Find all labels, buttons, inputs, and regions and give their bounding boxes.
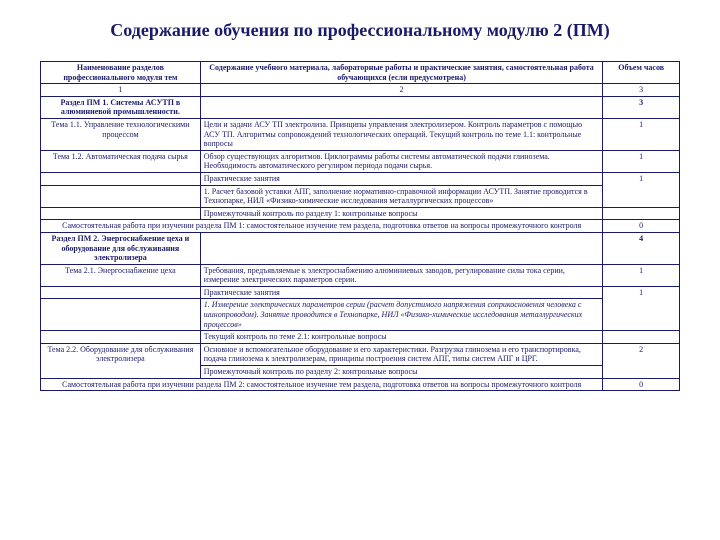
topic-1-1-title: Тема 1.1. Управление технологическими пр… [41, 118, 201, 150]
topic-1-2-title: Тема 1.2. Автоматическая подача сырья [41, 150, 201, 172]
selfwork-2-hours: 0 [603, 378, 680, 391]
intermediate-control-2: Промежуточный контроль по разделу 2: кон… [200, 366, 603, 379]
topic-1-1-content: Цели и задачи АСУ ТП электролиза. Принци… [200, 118, 603, 150]
curriculum-table: Наименование разделов профессионального … [40, 61, 680, 391]
current-control-2-1: Текущий контроль по теме 2.1: контрольны… [200, 331, 603, 344]
topic-1-2-content: Обзор существующих алгоритмов. Циклограм… [200, 150, 603, 172]
cell-empty [200, 232, 603, 264]
cell-empty [41, 299, 201, 331]
cell-empty [41, 207, 201, 220]
selfwork-1: Самостоятельная работа при изучении разд… [41, 220, 603, 233]
page-title: Содержание обучения по профессиональному… [40, 20, 680, 41]
topic-2-2-title: Тема 2.2. Оборудование для обслуживания … [41, 343, 201, 378]
num-col3: 3 [603, 84, 680, 97]
practical-1-label: Практические занятия [200, 172, 603, 185]
practical-2-label: Практические занятия [200, 286, 603, 299]
section-pm2-title: Раздел ПМ 2. Энергоснабжение цеха и обор… [41, 232, 201, 264]
cell-empty [41, 286, 201, 299]
section-pm2-hours: 4 [603, 232, 680, 264]
cell-empty [41, 172, 201, 185]
topic-2-2-content: Основное и вспомогательное оборудование … [200, 343, 603, 365]
header-col2: Содержание учебного материала, лаборатор… [200, 62, 603, 84]
topic-2-1-hours: 1 [603, 264, 680, 286]
topic-1-2-hours: 1 [603, 150, 680, 172]
cell-empty [41, 185, 201, 207]
practical-1-content: 1. Расчет базовой уставки АПГ, заполнени… [200, 185, 603, 207]
practical-2-content: 1. Измерение электрических параметров се… [200, 299, 603, 331]
practical-2-hours: 1 [603, 286, 680, 330]
intermediate-control-1: Промежуточный контроль по разделу 1: кон… [200, 207, 603, 220]
cell-empty [200, 96, 603, 118]
header-col1: Наименование разделов профессионального … [41, 62, 201, 84]
topic-2-1-title: Тема 2.1. Энергоснабжение цеха [41, 264, 201, 286]
num-col2: 2 [200, 84, 603, 97]
selfwork-1-hours: 0 [603, 220, 680, 233]
topic-2-1-content: Требования, предъявляемые к электроснабж… [200, 264, 603, 286]
section-pm1-hours: 3 [603, 96, 680, 118]
cell-empty [41, 331, 201, 344]
topic-1-1-hours: 1 [603, 118, 680, 150]
num-col1: 1 [41, 84, 201, 97]
section-pm1-title: Раздел ПМ 1. Системы АСУТП в алюминиевой… [41, 96, 201, 118]
practical-1-hours: 1 [603, 172, 680, 207]
cell-empty [603, 207, 680, 220]
topic-2-2-hours: 2 [603, 343, 680, 378]
selfwork-2: Самостоятельная работа при изучении разд… [41, 378, 603, 391]
header-col3: Объем часов [603, 62, 680, 84]
cell-empty [603, 331, 680, 344]
